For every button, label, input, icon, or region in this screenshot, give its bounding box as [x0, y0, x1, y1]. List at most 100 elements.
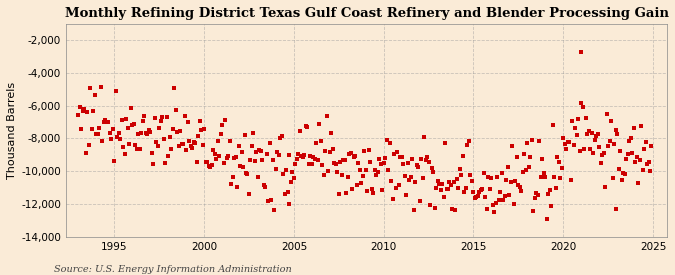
Point	[589, 138, 600, 142]
Point	[516, 189, 526, 194]
Point	[535, 174, 546, 179]
Point	[550, 185, 561, 190]
Point	[309, 157, 320, 161]
Point	[498, 198, 509, 202]
Point	[245, 157, 256, 162]
Point	[248, 131, 259, 135]
Point	[475, 188, 486, 192]
Point	[182, 120, 193, 125]
Point	[578, 147, 589, 152]
Point	[519, 151, 530, 156]
Point	[119, 152, 130, 156]
Point	[134, 146, 145, 151]
Point	[425, 203, 435, 208]
Point	[428, 170, 439, 174]
Point	[493, 198, 504, 202]
Point	[632, 180, 643, 185]
Point	[300, 124, 311, 128]
Point	[99, 120, 109, 124]
Point	[160, 161, 171, 165]
Point	[311, 141, 322, 145]
Point	[74, 104, 85, 109]
Point	[405, 174, 416, 179]
Point	[281, 167, 292, 172]
Point	[412, 164, 423, 169]
Point	[394, 183, 404, 188]
Point	[218, 161, 229, 165]
Point	[185, 144, 196, 148]
Point	[145, 129, 156, 134]
Point	[335, 160, 346, 165]
Point	[97, 139, 108, 143]
Point	[401, 192, 412, 197]
Point	[576, 101, 587, 105]
Point	[408, 208, 419, 212]
Point	[564, 140, 574, 144]
Point	[344, 152, 354, 156]
Point	[73, 112, 84, 117]
Point	[78, 108, 88, 113]
Point	[320, 149, 331, 153]
Point	[151, 140, 161, 144]
Point	[643, 160, 654, 164]
Point	[202, 160, 213, 164]
Point	[577, 105, 588, 109]
Point	[209, 151, 220, 156]
Point	[576, 50, 587, 54]
Point	[447, 207, 458, 211]
Point	[500, 194, 510, 198]
Point	[184, 139, 194, 143]
Point	[634, 157, 645, 162]
Point	[587, 131, 597, 135]
Point	[418, 135, 429, 139]
Point	[357, 174, 368, 178]
Point	[554, 160, 564, 164]
Point	[84, 143, 95, 147]
Point	[487, 203, 498, 207]
Point	[284, 153, 295, 158]
Point	[583, 128, 594, 133]
Point	[398, 162, 408, 167]
Point	[155, 119, 166, 123]
Point	[239, 133, 250, 138]
Point	[432, 179, 443, 183]
Point	[567, 119, 578, 123]
Point	[271, 167, 281, 171]
Point	[235, 164, 246, 168]
Point	[111, 89, 122, 93]
Point	[446, 183, 456, 187]
Point	[395, 155, 406, 159]
Point	[317, 162, 328, 167]
Point	[290, 161, 301, 166]
Point	[410, 180, 421, 184]
Point	[149, 115, 160, 120]
Point	[236, 150, 247, 154]
Point	[293, 152, 304, 156]
Point	[529, 196, 540, 200]
Point	[646, 144, 657, 148]
Point	[254, 148, 265, 152]
Point	[240, 171, 251, 175]
Point	[483, 174, 494, 179]
Point	[640, 140, 651, 144]
Point	[166, 147, 177, 151]
Point	[180, 114, 190, 119]
Point	[371, 173, 381, 177]
Point	[181, 147, 192, 152]
Point	[491, 201, 502, 205]
Point	[390, 185, 401, 190]
Point	[360, 168, 371, 172]
Point	[526, 138, 537, 142]
Point	[342, 174, 353, 179]
Point	[272, 150, 283, 155]
Point	[613, 167, 624, 172]
Point	[85, 86, 96, 90]
Point	[362, 189, 373, 193]
Point	[227, 175, 238, 180]
Point	[380, 156, 391, 160]
Point	[200, 160, 211, 164]
Point	[598, 151, 609, 155]
Point	[259, 182, 269, 187]
Point	[305, 153, 316, 158]
Point	[582, 131, 593, 136]
